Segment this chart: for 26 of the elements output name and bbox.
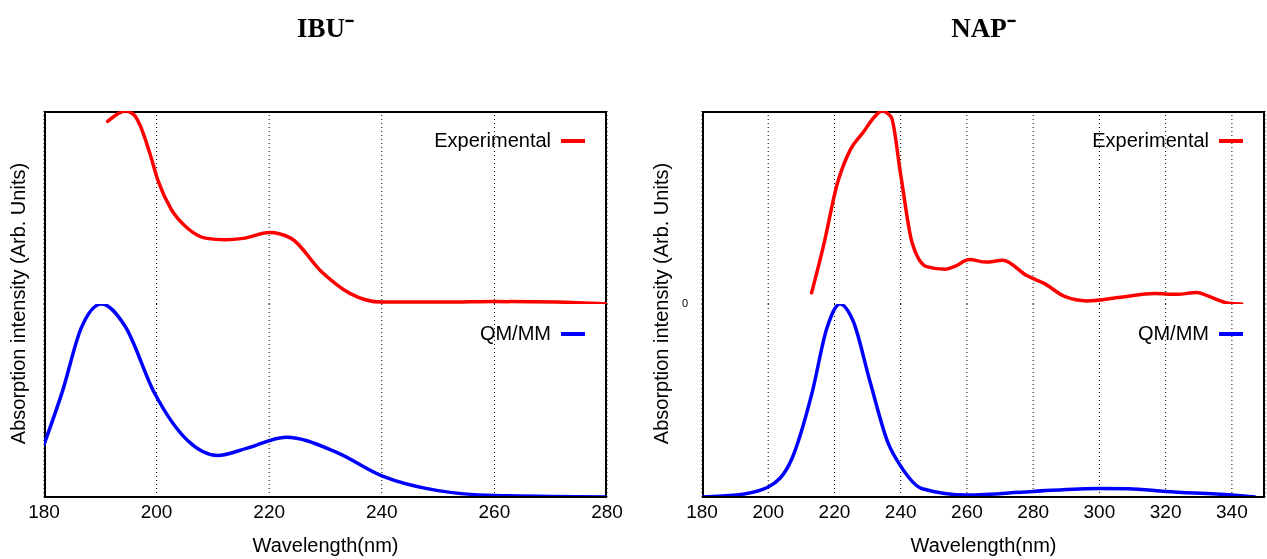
x-tick-label: 240 xyxy=(884,501,917,523)
legend-label: Experimental xyxy=(434,129,551,152)
x-tick-label: 200 xyxy=(752,501,785,523)
x-tick-label: 220 xyxy=(253,501,286,523)
x-tick-label: 180 xyxy=(686,501,718,523)
x-tick-label: 320 xyxy=(1149,501,1182,523)
legend-label: QM/MM xyxy=(479,322,551,345)
x-tick-label: 180 xyxy=(28,501,60,523)
x-tick-label: 280 xyxy=(1017,501,1050,523)
text: 0 xyxy=(682,297,689,309)
x-tick-label: 240 xyxy=(365,501,398,523)
chart-title: NAP⁻ xyxy=(950,12,1017,45)
x-tick-label: 260 xyxy=(951,501,983,523)
y-axis-title: Absorption intensity (Arb. Units) xyxy=(6,161,30,447)
chart-title: IBU⁻ xyxy=(296,12,355,45)
x-tick-label: 340 xyxy=(1216,501,1248,523)
x-tick-label: 220 xyxy=(818,501,851,523)
x-tick-label: 300 xyxy=(1083,501,1116,523)
x-axis-title: Wavelength(nm) xyxy=(910,534,1057,556)
x-tick-label: 280 xyxy=(591,501,623,523)
legend-label: QM/MM xyxy=(1137,322,1209,345)
x-tick-label: 200 xyxy=(140,501,173,523)
x-axis-title: Wavelength(nm) xyxy=(252,534,399,556)
legend-label: Experimental xyxy=(1092,129,1209,152)
y-axis-title: Absorption intensity (Arb. Units) xyxy=(649,161,673,447)
x-tick-label: 260 xyxy=(478,501,511,523)
